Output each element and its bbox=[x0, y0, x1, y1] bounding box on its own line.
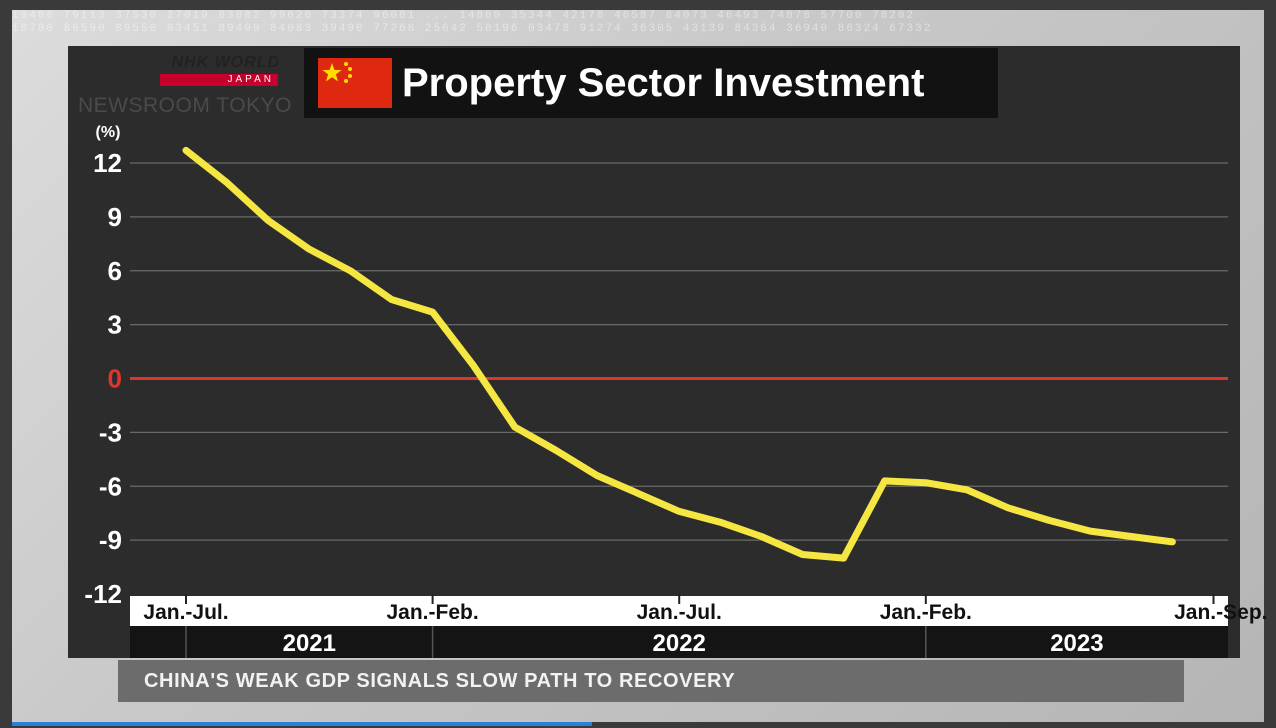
data-point bbox=[595, 473, 599, 478]
y-tick-label: -6 bbox=[99, 471, 122, 501]
y-tick-label: 6 bbox=[108, 256, 122, 286]
progress-line bbox=[12, 722, 592, 726]
data-point bbox=[389, 297, 394, 302]
flag-small-star bbox=[348, 67, 352, 71]
year-strip bbox=[130, 626, 1228, 658]
caption-bar bbox=[118, 660, 1184, 702]
data-point bbox=[553, 448, 558, 453]
data-point bbox=[266, 218, 271, 223]
year-label: 2023 bbox=[1050, 630, 1103, 657]
data-point bbox=[1006, 505, 1010, 510]
data-point bbox=[677, 509, 682, 514]
data-point bbox=[1088, 529, 1093, 534]
flag-small-star bbox=[348, 74, 352, 78]
data-point bbox=[841, 556, 846, 561]
flag-small-star bbox=[344, 62, 348, 66]
x-tick-label: Jan.-Jul. bbox=[143, 601, 228, 624]
series-line bbox=[182, 146, 1176, 562]
year-label: 2022 bbox=[653, 630, 706, 657]
china-flag-icon bbox=[318, 58, 392, 108]
y-tick-label: -3 bbox=[99, 417, 122, 447]
japan-logo-band: JAPAN bbox=[160, 74, 278, 86]
x-tick-label: Jan.-Feb. bbox=[880, 601, 972, 624]
data-point bbox=[225, 180, 230, 185]
x-tick-label: Jan.-Feb. bbox=[387, 601, 479, 624]
data-point bbox=[636, 491, 641, 496]
flag-field bbox=[318, 58, 392, 108]
x-tick-label: Jan.-Sep. bbox=[1174, 601, 1267, 624]
data-point bbox=[1047, 518, 1052, 523]
data-point bbox=[718, 520, 723, 525]
y-tick-label: -9 bbox=[99, 525, 122, 555]
data-point bbox=[512, 424, 517, 429]
flag-big-star bbox=[322, 63, 342, 82]
news-caption: CHINA'S WEAK GDP SIGNALS SLOW PATH TO RE… bbox=[144, 670, 736, 692]
title-box bbox=[304, 48, 998, 118]
y-tick-label: 0 bbox=[108, 364, 122, 394]
year-label: 2021 bbox=[283, 630, 336, 657]
data-point bbox=[1129, 534, 1134, 539]
nhk-world-logo: NHK WORLD bbox=[171, 54, 280, 71]
program-name: NEWSROOM TOKYO bbox=[78, 94, 292, 117]
data-point bbox=[964, 487, 969, 492]
flag-small-star bbox=[344, 79, 348, 83]
data-point bbox=[923, 480, 928, 485]
stock-ticker-background: 19406 79113 37530 27019 83082 99620 7337… bbox=[12, 10, 933, 35]
y-tick-label: 3 bbox=[108, 310, 122, 340]
data-point bbox=[430, 310, 435, 315]
y-tick-label: 9 bbox=[108, 202, 122, 232]
data-point bbox=[882, 478, 887, 483]
data-point bbox=[800, 552, 805, 557]
x-tick-label: Jan.-Jul. bbox=[637, 601, 722, 624]
data-point bbox=[759, 534, 764, 539]
data-point bbox=[471, 363, 476, 368]
chart-panel bbox=[68, 46, 1240, 658]
y-tick-label: 12 bbox=[93, 148, 122, 178]
data-point bbox=[1170, 539, 1175, 544]
chart-title: Property Sector Investment bbox=[402, 61, 925, 105]
data-point bbox=[184, 148, 188, 153]
data-point bbox=[307, 247, 312, 252]
data-point bbox=[348, 268, 353, 273]
y-tick-label: -12 bbox=[84, 579, 122, 609]
y-axis-unit: (%) bbox=[96, 124, 121, 141]
